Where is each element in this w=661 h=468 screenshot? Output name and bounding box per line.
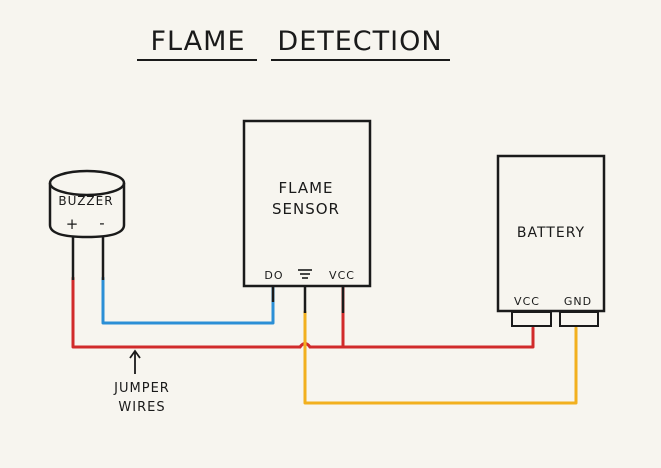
blue-wire-buzzer-minus-to-do (101, 276, 275, 325)
red-wire-buzzer-plus (71, 276, 302, 349)
title-word-detection: DETECTION (277, 26, 442, 57)
battery-label: BATTERY (517, 225, 585, 241)
battery-pin-gnd-label: GND (564, 295, 592, 308)
buzzer-plus-label: + (66, 215, 79, 233)
battery-pin-vcc-label: VCC (514, 295, 540, 308)
flame-sensor-pin-do: DO (264, 269, 283, 282)
yellow-wire-gnd (303, 310, 578, 405)
red-wire-to-battery (308, 326, 535, 349)
buzzer-minus-label: - (99, 214, 104, 232)
flame-sensor: FLAME SENSOR DO VCC (242, 119, 372, 313)
buzzer-label: BUZZER (58, 194, 113, 208)
buzzer-top (48, 169, 126, 197)
flame-sensor-pin-vcc: VCC (329, 269, 355, 282)
buzzer-body (48, 183, 126, 239)
jumper-wires-annotation: JUMPER WIRES (113, 349, 170, 415)
battery: BATTERY VCC GND (496, 154, 606, 327)
title: FLAME DETECTION (137, 26, 450, 61)
annotation-arrow-head-icon (129, 349, 141, 359)
battery-terminal-gnd (559, 311, 599, 327)
title-word-flame: FLAME (150, 26, 245, 57)
flame-sensor-body (242, 119, 372, 288)
wires (71, 276, 578, 405)
annotation-line2: WIRES (118, 400, 165, 415)
flame-sensor-label-line1: FLAME (278, 179, 333, 197)
ground-symbol-icon (298, 269, 312, 279)
battery-terminal-vcc (511, 311, 552, 327)
buzzer: BUZZER + - (48, 169, 126, 280)
flame-sensor-label-line2: SENSOR (272, 200, 340, 218)
annotation-line1: JUMPER (113, 381, 170, 396)
